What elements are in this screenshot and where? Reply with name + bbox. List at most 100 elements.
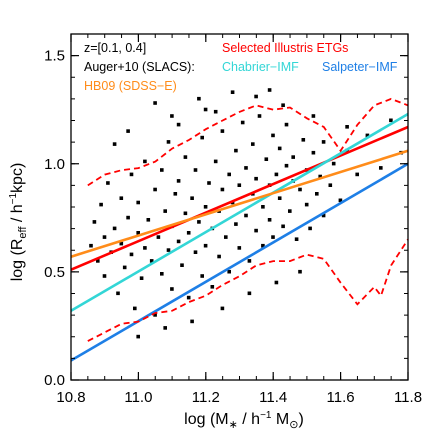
data-point <box>136 231 140 235</box>
data-point <box>294 237 299 241</box>
data-point <box>267 218 272 222</box>
data-point <box>345 125 349 129</box>
data-point <box>355 172 359 177</box>
data-point <box>261 205 265 209</box>
data-point <box>318 174 322 179</box>
data-point <box>122 265 127 270</box>
data-point <box>163 326 167 330</box>
data-point <box>304 202 309 207</box>
data-point <box>220 187 225 192</box>
data-point <box>197 220 201 224</box>
data-point <box>274 280 279 285</box>
data-point <box>281 224 285 229</box>
data-point <box>176 179 181 183</box>
data-point <box>331 161 336 166</box>
data-point <box>89 243 93 248</box>
salpeter-legend-label: Salpeter−IMF <box>322 60 398 74</box>
y-tick-label: 1.0 <box>44 156 65 173</box>
data-point <box>166 248 171 252</box>
data-point <box>173 192 178 196</box>
data-point <box>261 243 265 248</box>
data-point <box>220 129 225 133</box>
data-point <box>210 285 215 289</box>
data-point <box>271 235 275 239</box>
redshift-annotation: z=[0.1, 0.4] <box>84 41 146 55</box>
data-point <box>338 198 343 203</box>
data-point <box>247 259 252 263</box>
data-point <box>170 114 174 118</box>
data-point <box>224 235 228 239</box>
data-point <box>186 231 191 235</box>
data-point <box>116 291 120 296</box>
data-point <box>176 239 181 244</box>
auger-legend-label: Auger+10 (SLACS): <box>84 60 195 74</box>
data-point <box>176 122 181 127</box>
data-point <box>126 215 130 220</box>
data-point <box>264 157 269 161</box>
data-point <box>153 187 157 192</box>
data-point <box>247 291 252 296</box>
data-point <box>301 138 306 142</box>
data-point <box>183 211 188 216</box>
axis-ticks: 10.8 11.0 11.2 11.4 11.6 11.8 0.0 0.5 1.0 1.5 <box>44 33 422 406</box>
fit-line-salpeter <box>70 162 409 362</box>
data-point <box>96 259 100 263</box>
data-point <box>180 263 184 267</box>
data-point <box>389 118 393 123</box>
data-point <box>146 218 151 222</box>
data-point <box>190 319 194 324</box>
data-point <box>321 140 326 144</box>
data-point <box>244 213 248 218</box>
data-point <box>126 129 130 133</box>
data-point <box>217 254 221 259</box>
data-point <box>170 287 174 291</box>
data-point <box>203 243 208 248</box>
data-point <box>200 135 204 140</box>
data-point <box>311 150 316 155</box>
data-point <box>197 96 201 101</box>
data-point <box>227 172 231 177</box>
data-point <box>254 94 258 99</box>
data-point <box>254 228 258 233</box>
data-point <box>234 222 238 226</box>
data-point <box>230 90 235 94</box>
x-tick-label: 11.8 <box>394 389 422 406</box>
data-point <box>328 183 333 187</box>
data-point <box>200 274 204 278</box>
data-point <box>257 114 262 118</box>
data-point <box>311 114 316 118</box>
data-point <box>308 226 312 231</box>
data-point <box>213 109 218 114</box>
y-tick-label: 0.0 <box>44 372 65 389</box>
data-point <box>220 306 225 311</box>
data-point <box>254 176 258 181</box>
data-point <box>227 269 231 274</box>
data-point <box>281 103 285 107</box>
data-point <box>112 226 117 231</box>
data-point <box>139 276 144 280</box>
x-tick-label: 11.4 <box>259 389 287 406</box>
data-point <box>92 220 97 224</box>
data-point <box>136 200 140 205</box>
data-point <box>284 163 289 168</box>
data-point <box>207 181 211 185</box>
data-point <box>163 209 167 213</box>
data-point <box>102 235 107 239</box>
data-point <box>291 155 295 159</box>
y-tick-label: 0.5 <box>44 264 65 281</box>
data-point <box>119 196 124 200</box>
chabrier-legend-label: Chabrier−IMF <box>222 60 299 74</box>
data-point <box>251 142 255 146</box>
data-point <box>183 155 188 159</box>
data-point <box>99 202 103 207</box>
data-point <box>136 334 140 339</box>
fit-lines <box>70 97 409 362</box>
data-point <box>365 133 370 138</box>
data-point <box>203 205 208 209</box>
data-point <box>112 142 117 146</box>
data-point <box>237 246 242 250</box>
data-point <box>193 168 198 172</box>
data-point <box>166 140 171 144</box>
data-point <box>203 107 208 112</box>
